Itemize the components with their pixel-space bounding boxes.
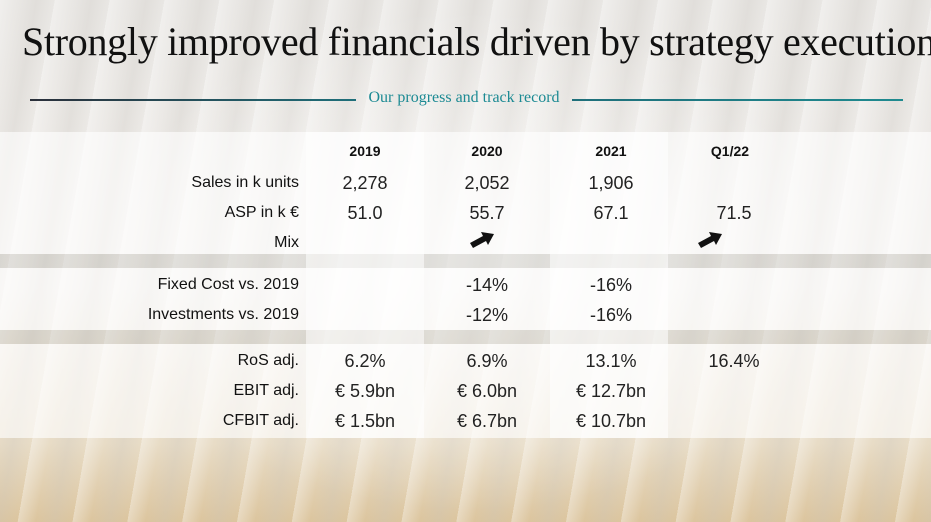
table-cell: 13.1%	[585, 351, 637, 371]
table-cell: 1,906	[588, 173, 634, 193]
table-band-profit	[0, 344, 931, 438]
arrow-up-right-icon	[470, 232, 494, 248]
table-cell: 16.4%	[708, 351, 760, 371]
section-subtitle: Our progress and track record	[368, 89, 560, 106]
arrow-up-right-icon	[698, 232, 722, 248]
table-cell: 6.2%	[344, 351, 386, 371]
row-label: Fixed Cost vs. 2019	[157, 276, 299, 293]
row-label: CFBIT adj.	[222, 412, 299, 429]
column-header: Q1/22	[710, 143, 750, 159]
table-cell: 71.5	[716, 203, 752, 223]
page-title: Strongly improved financials driven by s…	[22, 19, 931, 64]
row-label: EBIT adj.	[233, 382, 299, 399]
table-cell: € 10.7bn	[575, 411, 647, 431]
table-cell: € 6.0bn	[456, 381, 518, 401]
table-cell: 6.9%	[466, 351, 508, 371]
table-cell: 67.1	[593, 203, 629, 223]
table-cell: -16%	[589, 275, 633, 295]
row-label: RoS adj.	[237, 352, 299, 369]
table-cell: -12%	[465, 305, 509, 325]
column-header: 2019	[349, 143, 381, 159]
table-cell: € 5.9bn	[334, 381, 396, 401]
table-cell: 51.0	[347, 203, 383, 223]
row-label: Investments vs. 2019	[147, 306, 299, 323]
row-label: Sales in k units	[191, 174, 299, 191]
column-highlight-2019	[306, 132, 424, 438]
row-label: ASP in k €	[224, 204, 299, 221]
table-cell: 2,052	[464, 173, 510, 193]
table-cell: € 12.7bn	[575, 381, 647, 401]
table-gap	[0, 254, 931, 268]
row-label: Mix	[274, 234, 299, 251]
column-highlight-2021	[550, 132, 668, 438]
table-cell: -14%	[465, 275, 509, 295]
table-gap	[0, 330, 931, 344]
table-cell: 2,278	[342, 173, 388, 193]
table-band-cost	[0, 268, 931, 330]
divider-right	[572, 99, 903, 101]
table-cell: -16%	[589, 305, 633, 325]
table-cell: € 6.7bn	[456, 411, 518, 431]
table-band-volume	[0, 132, 931, 254]
divider-left	[30, 99, 356, 101]
table-cell: € 1.5bn	[334, 411, 396, 431]
table-cell: 55.7	[469, 203, 505, 223]
column-header: 2020	[471, 143, 503, 159]
column-header: 2021	[595, 143, 627, 159]
